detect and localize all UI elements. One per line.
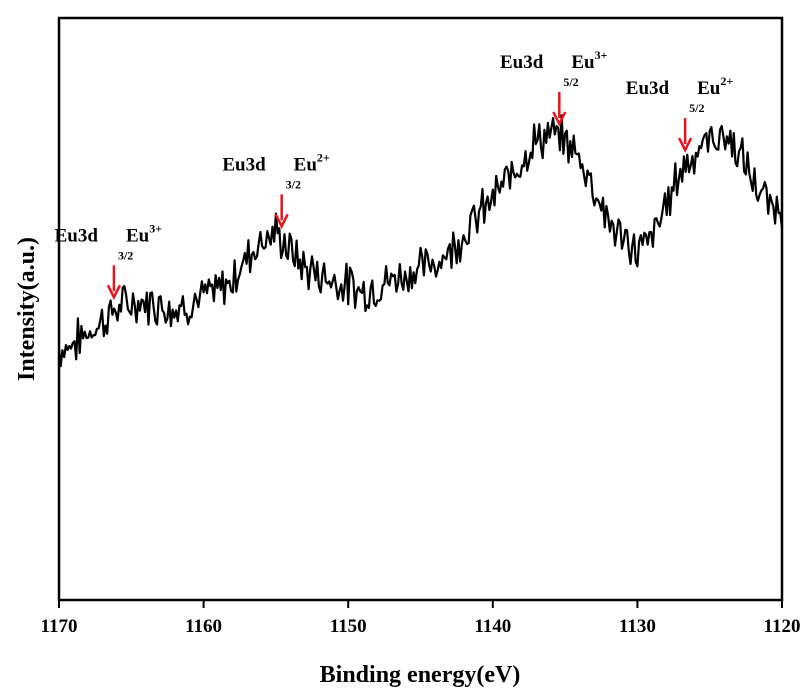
arrow-head-icon	[677, 137, 693, 153]
x-axis-title: Binding energy(eV)	[320, 662, 521, 688]
x-tick-label: 1130	[619, 616, 656, 637]
arrow-head-icon	[274, 213, 289, 230]
plot-frame	[57, 16, 784, 602]
peak-annotation: 5/2 Eu3d Eu2+	[626, 74, 733, 153]
annotation-ion-label: Eu2+	[294, 150, 330, 175]
annotation-ion-label: Eu3+	[126, 221, 162, 246]
arrow-head-icon	[106, 284, 122, 301]
annotation-orbital-label: Eu3d	[222, 154, 266, 175]
annotation-orbital-label: Eu3d	[55, 225, 99, 246]
y-axis-title: Intensity(a.u.)	[14, 237, 40, 381]
x-tick-label: 1170	[41, 616, 78, 637]
annotation-subscript: 5/2	[563, 75, 578, 89]
peak-annotations: 3/2 Eu3d Eu3+ 3/2 Eu3d Eu2+ 5/2 Eu3d Eu3+ 5/2 Eu3d…	[55, 48, 733, 301]
annotation-subscript: 3/2	[118, 248, 133, 262]
x-tick-label: 1150	[330, 616, 367, 637]
annotation-subscript: 5/2	[689, 101, 704, 115]
spectrum-line	[57, 114, 784, 368]
x-tick-label: 1140	[474, 616, 511, 637]
arrow-head-icon	[552, 111, 567, 127]
annotation-ion-label: Eu2+	[697, 74, 733, 99]
annotation-orbital-label: Eu3d	[500, 52, 544, 73]
annotation-ion-label: Eu3+	[571, 48, 607, 73]
peak-annotation: 3/2 Eu3d Eu2+	[222, 150, 330, 230]
x-tick-label: 1120	[764, 616, 801, 637]
annotation-orbital-label: Eu3d	[626, 78, 670, 99]
x-axis-ticks: 1170 1160 1150 1140 1130 1120	[41, 600, 801, 637]
peak-annotation: 3/2 Eu3d Eu3+	[55, 221, 162, 301]
annotation-subscript: 3/2	[286, 177, 301, 191]
x-tick-label: 1160	[185, 616, 222, 637]
peak-annotation: 5/2 Eu3d Eu3+	[500, 48, 608, 127]
